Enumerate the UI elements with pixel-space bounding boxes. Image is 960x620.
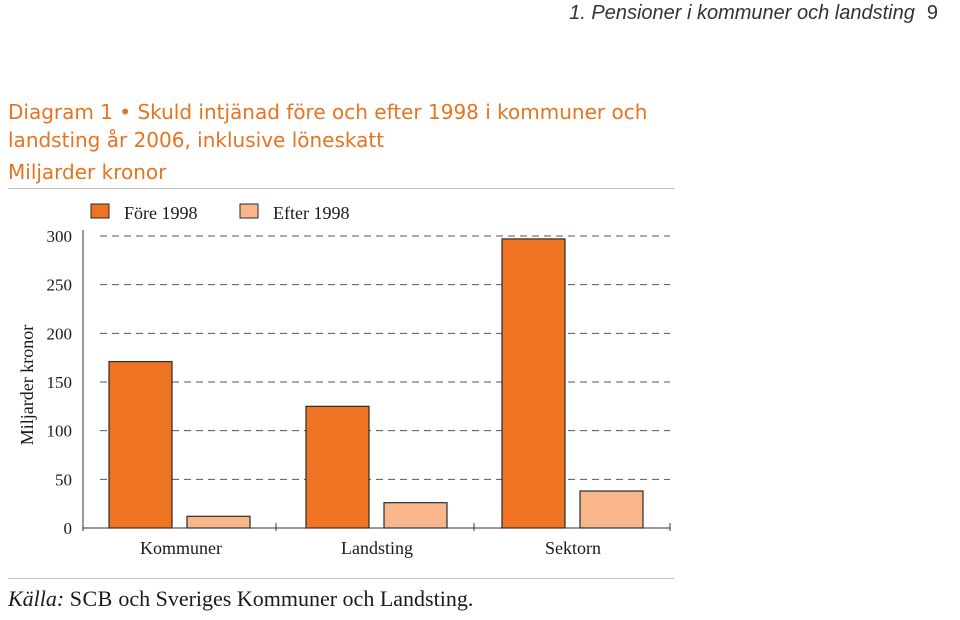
axes — [82, 230, 671, 531]
running-title: 1. Pensioner i kommuner och landsting — [569, 2, 915, 24]
chart-unit: Miljarder kronor — [8, 160, 167, 184]
x-tick-label: Kommuner — [140, 538, 222, 558]
legend-swatch — [239, 203, 259, 219]
source-note: Källa: SCB och Sveriges Kommuner och Lan… — [8, 586, 473, 612]
y-tick-label: 300 — [47, 227, 73, 246]
x-tick-label: Landsting — [341, 538, 413, 558]
y-tick-label: 150 — [47, 373, 73, 392]
y-tick-label: 100 — [47, 422, 73, 441]
y-tick-label: 250 — [47, 276, 73, 295]
bottom-rule — [8, 578, 674, 579]
x-tick-labels: Kommuner Landsting Sektorn — [140, 538, 601, 558]
source-label: Källa: — [8, 586, 65, 611]
bar — [501, 238, 566, 529]
y-tick-labels: 0 50 100 150 200 250 300 — [47, 227, 73, 538]
x-tick-label: Sektorn — [545, 538, 601, 558]
legend-label: Efter 1998 — [273, 203, 349, 223]
y-tick-label: 50 — [55, 470, 72, 489]
page-number: 9 — [926, 2, 938, 24]
legend: Före 1998 Efter 1998 — [90, 203, 349, 223]
top-rule — [8, 188, 674, 189]
source-organization: SCB — [69, 586, 113, 611]
bar — [579, 490, 644, 529]
running-header: 1. Pensioner i kommuner och landsting 9 — [569, 2, 938, 25]
bar — [186, 515, 251, 529]
chart-title: Diagram 1 • Skuld intjänad före och efte… — [8, 100, 648, 152]
y-tick-label: 0 — [64, 519, 73, 538]
gridlines — [100, 235, 670, 480]
y-axis-label: Miljarder kronor — [17, 325, 37, 445]
bar-chart: 0 50 100 150 200 250 300 Kommuner Landsting Sekt… — [17, 203, 671, 558]
source-text: och Sveriges Kommuner och Landsting. — [112, 586, 474, 611]
bar — [305, 405, 370, 529]
bars — [108, 238, 644, 529]
legend-label: Före 1998 — [124, 203, 198, 223]
bar — [108, 360, 173, 529]
legend-swatch — [90, 203, 110, 219]
y-tick-label: 200 — [47, 324, 73, 343]
bar — [383, 502, 448, 529]
